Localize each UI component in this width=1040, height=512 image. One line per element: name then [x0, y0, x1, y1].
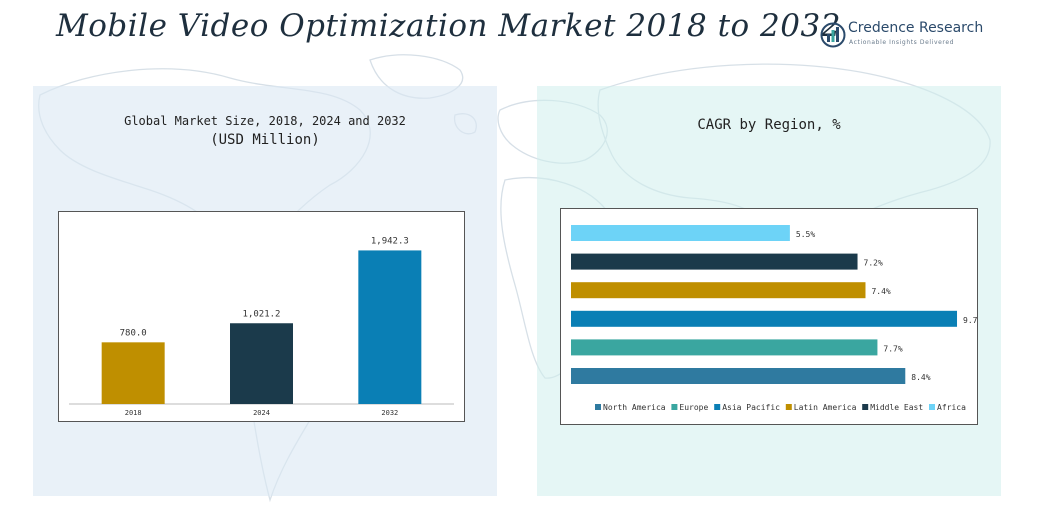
bar-value-label: 8.4%	[911, 373, 930, 382]
legend-swatch	[671, 404, 678, 410]
bar-2024	[230, 323, 293, 404]
bar-value-label: 1,942.3	[371, 236, 409, 246]
bar-value-label: 9.7%	[963, 316, 977, 325]
x-tick-label: 2018	[125, 409, 142, 417]
bar-africa	[571, 225, 790, 241]
legend-swatch	[714, 404, 721, 410]
legend-label: North America	[603, 403, 666, 412]
bar-value-label: 7.7%	[883, 344, 902, 353]
cagr-chart-title: CAGR by Region, %	[697, 117, 841, 133]
legend-swatch	[929, 404, 935, 410]
logo-name: Credence Research	[848, 20, 984, 36]
cagr-bar-chart: 5.5% 7.2% 7.4% 9.7% 7.7% 8.4% North America Eur…	[571, 225, 982, 412]
bar-value-label: 5.5%	[796, 230, 815, 239]
bar-value-label: 1,021.2	[243, 309, 281, 319]
bar-value-label: 7.2%	[864, 259, 883, 268]
bar-latin-america	[571, 282, 866, 299]
bar-2018	[101, 342, 165, 404]
bar-north-america	[571, 368, 906, 384]
cagr-chart-frame: 5.5% 7.2% 7.4% 9.7% 7.7% 8.4% North America Eur…	[560, 208, 982, 425]
logo: Credence Research Actionable Insights De…	[820, 20, 990, 50]
market-size-chart-frame: 780.0 2018 1,021.2 2024 1,942.3 2032	[58, 211, 465, 422]
bar-value-label: 780.0	[120, 328, 147, 338]
legend-label: Europe	[679, 403, 708, 412]
cagr-panel: CAGR by Region, % 5.5% 7.2% 7.4% 9.7% 7.7% 8.…	[537, 86, 1001, 496]
page-title: Mobile Video Optimization Market 2018 to…	[56, 8, 841, 44]
market-size-panel: Global Market Size, 2018, 2024 and 2032 …	[33, 86, 497, 496]
market-size-bar-chart: 780.0 2018 1,021.2 2024 1,942.3 2032	[69, 236, 454, 417]
legend-swatch	[595, 404, 601, 410]
market-size-chart-title: Global Market Size, 2018, 2024 and 2032	[124, 114, 406, 128]
legend: North America Europe Asia Pacific Latin Ame…	[595, 403, 966, 412]
legend-label: Latin America	[794, 403, 857, 412]
bar-chart-logo-icon	[820, 22, 846, 48]
x-tick-label: 2024	[253, 409, 270, 417]
x-tick-label: 2032	[381, 409, 398, 417]
market-size-chart-subtitle: (USD Million)	[210, 132, 320, 148]
legend-swatch	[862, 404, 869, 410]
bar-2032	[358, 250, 422, 404]
bar-asia-pacific	[571, 310, 958, 327]
legend-label: Asia Pacific	[722, 403, 780, 412]
legend-swatch	[785, 404, 792, 410]
logo-tagline: Actionable Insights Delivered	[849, 39, 955, 46]
bar-middle-east	[571, 253, 858, 270]
legend-label: Africa	[937, 403, 966, 412]
bar-europe	[571, 339, 878, 356]
legend-label: Middle East	[870, 403, 923, 412]
bar-value-label: 7.4%	[871, 287, 890, 296]
